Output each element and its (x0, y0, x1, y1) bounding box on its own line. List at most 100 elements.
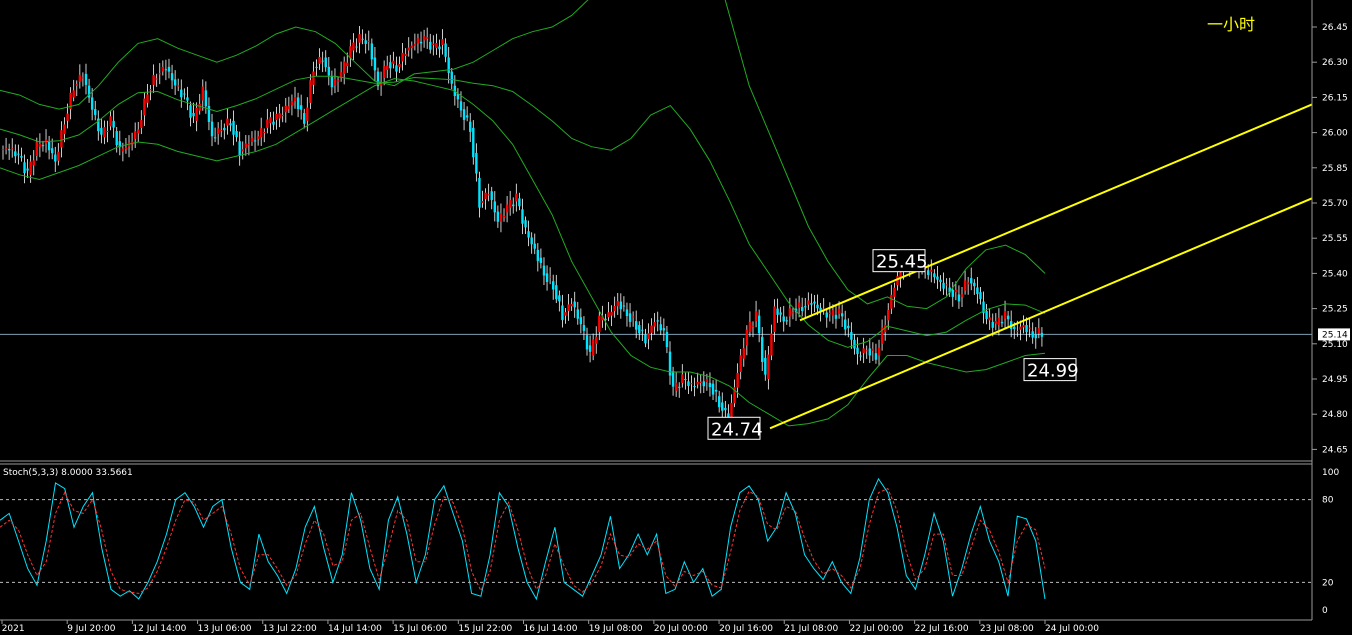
candle-body (152, 74, 155, 85)
candle-body (828, 312, 832, 315)
candle-body (32, 160, 35, 166)
candle-body (585, 335, 589, 350)
candle-body (708, 382, 712, 388)
candle-body (392, 60, 395, 64)
candle-body (438, 46, 441, 49)
candle-body (100, 127, 103, 135)
candle-body (173, 79, 177, 86)
candle-body (527, 231, 530, 238)
candle-body (954, 289, 958, 293)
candle-body (226, 118, 229, 126)
candle-body (616, 301, 619, 307)
stoch-tick-label: 100 (1322, 468, 1339, 478)
candle-body (678, 386, 681, 388)
candle-body (671, 371, 675, 387)
candle-body (951, 289, 954, 297)
candle-body (834, 314, 838, 319)
candle-body (730, 402, 733, 419)
candle-body (847, 325, 850, 329)
candle-body (1037, 328, 1041, 334)
candle-body (634, 321, 638, 330)
time-tick-label: 22 Jul 00:00 (849, 624, 903, 634)
candle-body (330, 76, 334, 88)
time-tick-label: 13 Jul 06:00 (198, 624, 252, 634)
candle-body (887, 309, 890, 321)
time-tick-label: 16 Jul 14:00 (524, 624, 578, 634)
candle-body (1028, 327, 1031, 329)
time-tick-label: 24 Jul 00:00 (1045, 624, 1099, 634)
candle-body (469, 121, 472, 132)
candle-body (874, 353, 878, 360)
candle-body (631, 316, 635, 318)
candle-body (598, 315, 601, 333)
candle-body (404, 54, 407, 56)
candle-body (1025, 325, 1028, 333)
candle-body (213, 137, 217, 139)
candle-body (407, 47, 410, 51)
candle-body (699, 381, 702, 383)
candle-body (355, 46, 358, 48)
candle-body (223, 127, 226, 131)
candle-body (979, 292, 982, 299)
candle-body (724, 407, 727, 411)
time-tick-label: 19 Jul 08:00 (589, 624, 643, 634)
candle-body (462, 109, 466, 120)
candle-body (315, 66, 318, 68)
candle-body (558, 295, 561, 302)
price-tick-label: 26.00 (1322, 129, 1348, 139)
candle-body (333, 78, 337, 86)
candle-body (336, 80, 340, 82)
candle-body (960, 294, 964, 297)
candle-body (422, 36, 426, 41)
candle-body (705, 379, 709, 383)
candle-body (853, 339, 856, 349)
candle-body (309, 80, 312, 103)
candle-body (1019, 326, 1022, 330)
candle-body (957, 294, 961, 302)
candle-body (779, 312, 782, 315)
candle-body (220, 130, 223, 132)
candle-body (376, 71, 380, 87)
candle-body (386, 65, 389, 71)
candle-body (742, 348, 745, 359)
price-tick-label: 25.55 (1322, 234, 1348, 244)
candle-body (312, 71, 315, 85)
candle-body (447, 57, 450, 73)
candle-body (299, 105, 303, 110)
candle-body (346, 62, 349, 67)
candle-body (87, 85, 91, 98)
price-tick-label: 25.70 (1322, 199, 1348, 209)
candle-body (11, 148, 14, 150)
time-tick-label: 15 Jul 06:00 (393, 624, 447, 634)
candle-body (595, 336, 598, 344)
candle-body (976, 287, 979, 295)
candle-body (490, 191, 493, 201)
candle-body (656, 320, 659, 322)
candle-body (573, 301, 576, 308)
candle-body (613, 306, 616, 311)
candle-body (899, 272, 902, 279)
candle-body (284, 105, 287, 113)
candle-body (674, 382, 678, 391)
candle-body (926, 270, 930, 275)
candle-body (177, 85, 180, 87)
candle-body (711, 383, 715, 395)
candle-body (327, 66, 331, 76)
candle-body (78, 74, 82, 82)
candle-body (207, 106, 211, 123)
candle-body (370, 43, 374, 60)
candle-body (788, 308, 792, 317)
candle-body (373, 57, 377, 71)
candle-body (754, 311, 758, 322)
candle-body (72, 90, 75, 98)
candle-body (942, 282, 945, 289)
candle-body (810, 303, 813, 305)
candle-body (161, 66, 165, 72)
candle-body (696, 381, 699, 385)
candle-body (35, 142, 39, 157)
candle-body (607, 312, 610, 318)
candle-body (819, 307, 822, 312)
candle-body (782, 316, 785, 322)
